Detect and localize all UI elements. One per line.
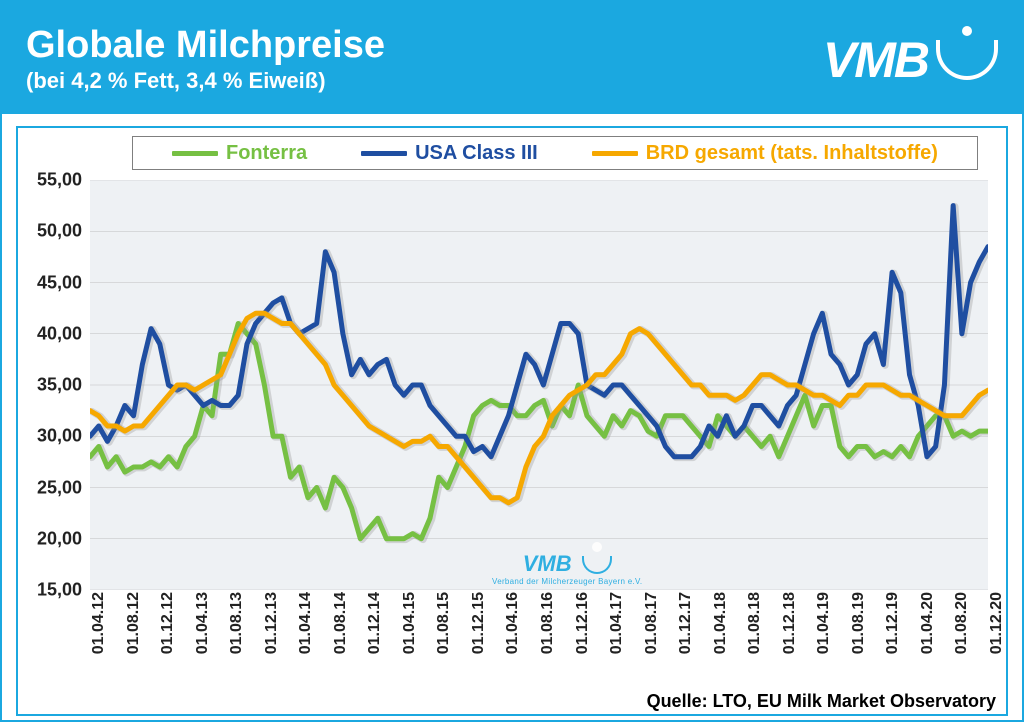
y-tick-label: 45,00 [37, 272, 82, 293]
vmb-logo: VMB [823, 31, 998, 89]
legend-item: BRD gesamt (tats. Inhaltstoffe) [592, 142, 938, 165]
chart-title: Globale Milchpreise [26, 26, 385, 66]
source-text: Quelle: LTO, EU Milk Market Observatory [647, 691, 996, 712]
legend-label: BRD gesamt (tats. Inhaltstoffe) [646, 142, 938, 165]
x-tick-label: 01.04.19 [815, 592, 833, 654]
x-tick-label: 01.08.18 [746, 592, 764, 654]
x-tick-label: 01.12.20 [988, 592, 1006, 654]
chart-panel: Fonterra USA Class III BRD gesamt (tats. I… [16, 126, 1008, 716]
legend-item: USA Class III [361, 142, 538, 165]
x-tick-label: 01.12.18 [781, 592, 799, 654]
legend-swatch [172, 151, 218, 156]
x-tick-label: 01.12.16 [574, 592, 592, 654]
x-tick-label: 01.08.19 [850, 592, 868, 654]
y-tick-label: 35,00 [37, 375, 82, 396]
x-tick-label: 01.12.15 [470, 592, 488, 654]
x-tick-label: 01.08.15 [435, 592, 453, 654]
legend-label: USA Class III [415, 142, 538, 165]
chart-subtitle: (bei 4,2 % Fett, 3,4 % Eiweiß) [26, 68, 385, 94]
x-tick-label: 01.04.20 [919, 592, 937, 654]
y-tick-label: 30,00 [37, 426, 82, 447]
x-tick-label: 01.12.14 [366, 592, 384, 654]
plot-area [90, 180, 988, 590]
legend-swatch [361, 151, 407, 156]
logo-icon [936, 40, 998, 80]
legend-swatch [592, 151, 638, 156]
x-tick-label: 01.08.20 [953, 592, 971, 654]
x-tick-label: 01.04.12 [90, 592, 108, 654]
x-tick-label: 01.08.14 [332, 592, 350, 654]
chart-wrap: Fonterra USA Class III BRD gesamt (tats. I… [2, 114, 1022, 720]
y-tick-label: 55,00 [37, 170, 82, 191]
x-tick-label: 01.08.16 [539, 592, 557, 654]
x-tick-label: 01.08.12 [125, 592, 143, 654]
legend-item: Fonterra [172, 142, 307, 165]
series-line [90, 324, 988, 539]
y-axis: 15,0020,0025,0030,0035,0040,0045,0050,00… [18, 180, 90, 590]
plot-svg [90, 180, 988, 590]
x-tick-label: 01.12.19 [884, 592, 902, 654]
x-tick-label: 01.08.17 [643, 592, 661, 654]
legend-label: Fonterra [226, 142, 307, 165]
x-tick-label: 01.12.17 [677, 592, 695, 654]
legend: Fonterra USA Class III BRD gesamt (tats. I… [132, 136, 978, 170]
y-tick-label: 25,00 [37, 477, 82, 498]
x-tick-label: 01.12.12 [159, 592, 177, 654]
x-tick-label: 01.04.17 [608, 592, 626, 654]
x-tick-label: 01.04.14 [297, 592, 315, 654]
y-tick-label: 20,00 [37, 528, 82, 549]
x-tick-label: 01.04.18 [712, 592, 730, 654]
series-line [90, 206, 988, 457]
header-titles: Globale Milchpreise (bei 4,2 % Fett, 3,4… [26, 26, 385, 94]
y-tick-label: 50,00 [37, 221, 82, 242]
chart-frame: Globale Milchpreise (bei 4,2 % Fett, 3,4… [0, 0, 1024, 722]
x-tick-label: 01.04.16 [504, 592, 522, 654]
y-tick-label: 15,00 [37, 580, 82, 601]
x-tick-label: 01.04.15 [401, 592, 419, 654]
x-tick-label: 01.12.13 [263, 592, 281, 654]
logo-text: VMB [823, 31, 928, 89]
x-tick-label: 01.04.13 [194, 592, 212, 654]
y-tick-label: 40,00 [37, 323, 82, 344]
x-tick-label: 01.08.13 [228, 592, 246, 654]
header-bar: Globale Milchpreise (bei 4,2 % Fett, 3,4… [2, 2, 1022, 114]
